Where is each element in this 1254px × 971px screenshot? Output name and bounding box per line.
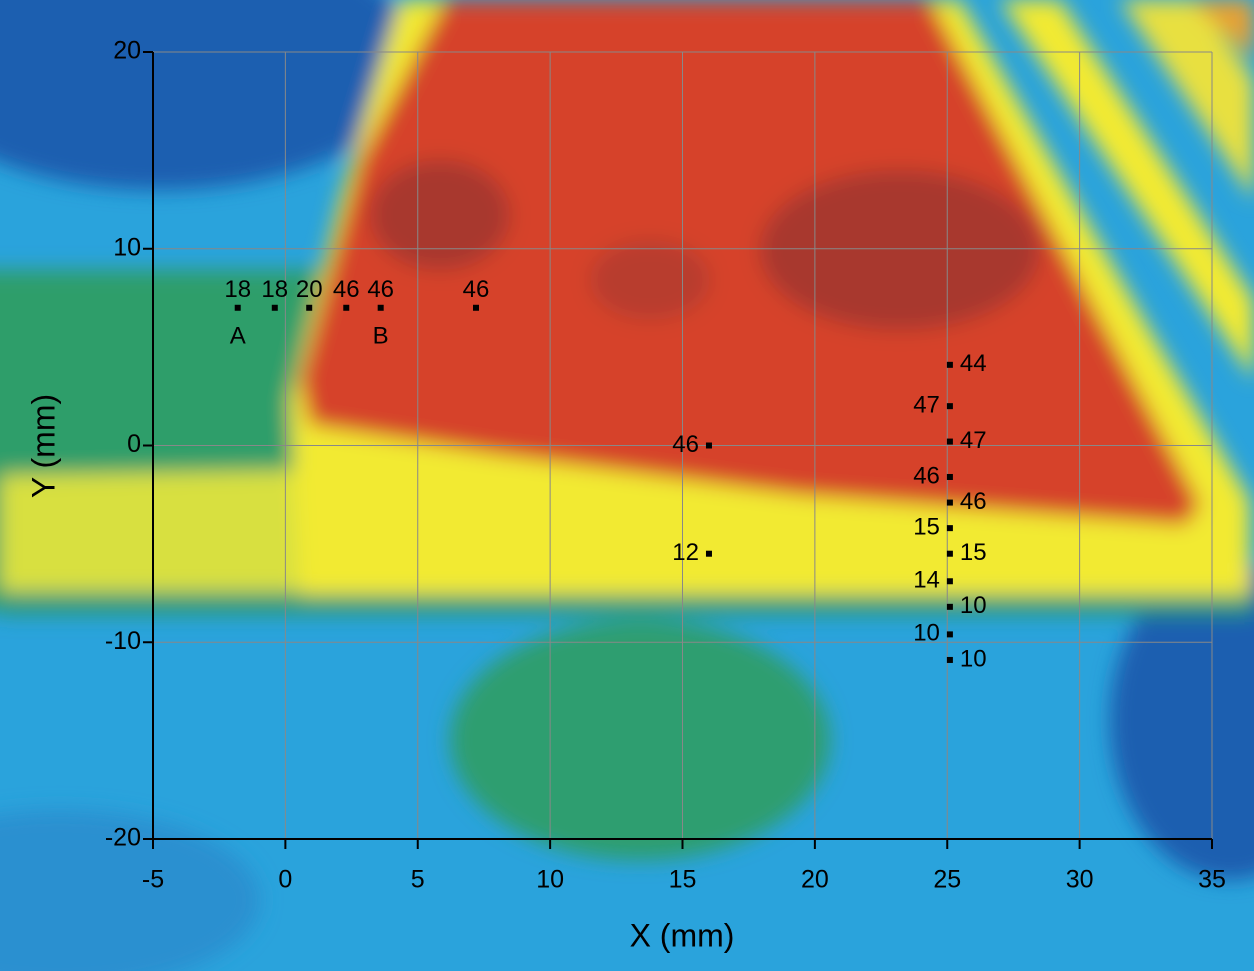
- point-label: 46: [913, 462, 940, 489]
- point-label: 12: [672, 539, 699, 566]
- data-point: [378, 305, 384, 311]
- point-label: 44: [960, 350, 987, 377]
- data-point: [706, 551, 712, 557]
- point-label: 18: [261, 276, 288, 303]
- annotation: B: [373, 323, 389, 350]
- x-axis-title: X (mm): [630, 917, 735, 953]
- point-label: 10: [960, 592, 987, 619]
- point-label: 46: [367, 276, 394, 303]
- heatmap-background: [0, 0, 1254, 971]
- point-label: 10: [913, 620, 940, 647]
- y-tick-label: 0: [127, 430, 141, 458]
- data-point: [235, 305, 241, 311]
- y-tick-label: -10: [105, 627, 141, 655]
- page: {"chart_data": { "type": "scatter", "xla…: [0, 0, 1254, 971]
- x-tick-label: 0: [278, 866, 292, 894]
- x-tick-label: -5: [142, 866, 164, 894]
- data-point: [947, 439, 953, 445]
- x-tick-label: 30: [1066, 866, 1094, 894]
- data-point: [947, 500, 953, 506]
- data-point: [947, 403, 953, 409]
- point-label: 46: [960, 488, 987, 515]
- data-point: [473, 305, 479, 311]
- point-label: 15: [960, 539, 987, 566]
- point-label: 10: [960, 645, 987, 672]
- data-point: [947, 604, 953, 610]
- y-tick-label: -20: [105, 824, 141, 852]
- x-tick-label: 10: [536, 866, 564, 894]
- point-label: 20: [296, 276, 323, 303]
- x-tick-label: 25: [933, 866, 961, 894]
- data-point: [272, 305, 278, 311]
- data-point: [343, 305, 349, 311]
- point-label: 46: [672, 431, 699, 458]
- point-label: 15: [913, 513, 940, 540]
- data-point: [306, 305, 312, 311]
- data-point: [947, 631, 953, 637]
- data-point: [947, 525, 953, 531]
- x-tick-label: 5: [411, 866, 425, 894]
- point-label: 14: [913, 567, 940, 594]
- data-point: [947, 551, 953, 557]
- data-point: [947, 578, 953, 584]
- data-point: [947, 657, 953, 663]
- data-point: [947, 362, 953, 368]
- point-label: 46: [463, 276, 490, 303]
- data-point: [947, 474, 953, 480]
- y-tick-label: 20: [113, 37, 141, 65]
- point-label: 47: [913, 391, 940, 418]
- point-label: 18: [224, 276, 251, 303]
- annotation: A: [230, 323, 246, 350]
- x-tick-label: 15: [669, 866, 697, 894]
- chart: X (mm) Y (mm) -5 0 5 10 15 20 25 30 35 -20 -10 0 10 2…: [0, 0, 1254, 971]
- x-tick-label: 20: [801, 866, 829, 894]
- point-label: 46: [333, 276, 360, 303]
- data-point: [706, 443, 712, 449]
- y-axis-title: Y (mm): [25, 394, 61, 498]
- point-label: 47: [960, 427, 987, 454]
- x-tick-label: 35: [1198, 866, 1226, 894]
- y-tick-label: 10: [113, 233, 141, 261]
